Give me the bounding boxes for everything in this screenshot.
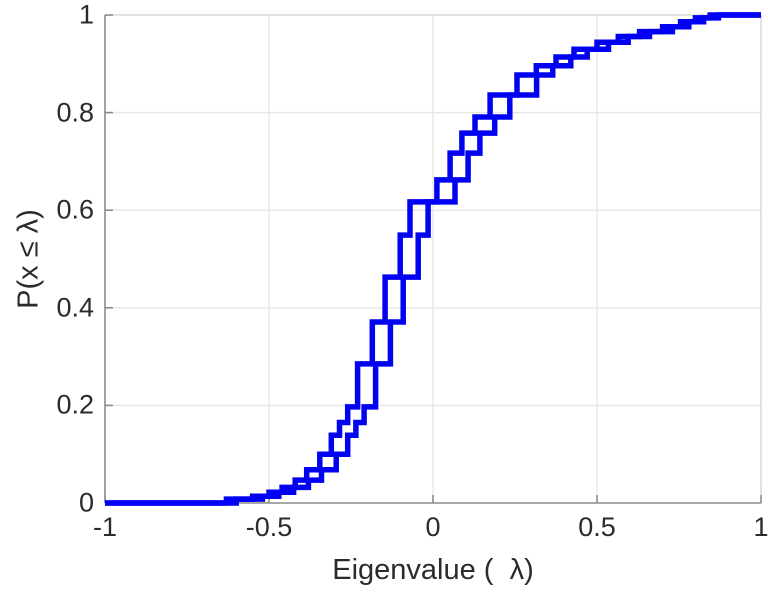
x-tick-label: 0.5 <box>578 512 616 542</box>
y-tick-label: 0.4 <box>56 292 94 323</box>
y-tick-label: 0.2 <box>56 389 94 420</box>
x-tick-label: 1 <box>753 512 768 542</box>
x-tick-label: -1 <box>92 512 118 542</box>
y-tick-label: 0 <box>78 487 94 518</box>
y-tick-label: 1 <box>78 0 94 30</box>
x-tick-label: -0.5 <box>245 512 293 542</box>
y-tick-label: 0.6 <box>56 194 94 225</box>
ecdf-curve-ecdf-2 <box>105 12 761 506</box>
x-tick-label: 0 <box>425 512 441 542</box>
y-axis-label: P(x ≤ λ) <box>12 209 45 309</box>
x-axis-label: Eigenvalue ( λ) <box>332 554 534 586</box>
y-tick-label: 0.8 <box>56 97 94 128</box>
